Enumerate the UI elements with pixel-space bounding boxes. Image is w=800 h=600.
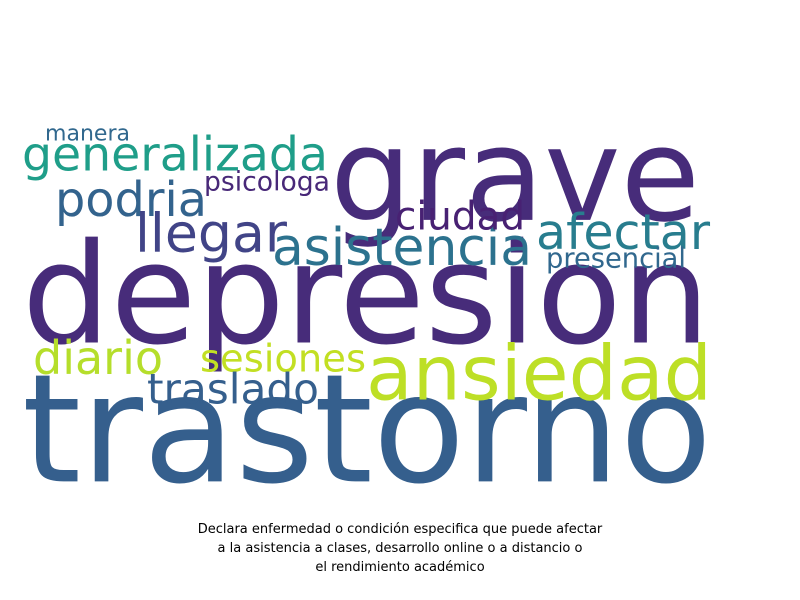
word-trastorno: trastorno xyxy=(22,342,712,518)
word-ciudad: ciudad xyxy=(395,192,525,240)
word-presencial: presencial xyxy=(546,241,686,275)
caption-line: Declara enfermedad o condición especific… xyxy=(197,522,603,537)
word-diario: diario xyxy=(33,332,163,387)
caption-line: a la asistencia a clases, desarrollo onl… xyxy=(217,541,583,556)
word-generalizada: generalizada xyxy=(22,127,328,183)
word-llegar: llegar xyxy=(135,201,287,265)
word-grave: grave xyxy=(330,99,700,251)
word-manera: manera xyxy=(45,119,130,147)
figure-caption: Declara enfermedad o condición especific… xyxy=(0,520,800,577)
caption-line: el rendimiento académico xyxy=(315,560,485,575)
word-depresion: depresion xyxy=(22,213,710,377)
word-traslado: traslado xyxy=(147,363,319,415)
word-ansiedad: ansiedad xyxy=(366,329,712,419)
word-podria: podria xyxy=(55,173,207,228)
word-sesiones: sesiones xyxy=(200,336,366,382)
word-psicologa: psicologa xyxy=(204,167,330,198)
word-asistencia: asistencia xyxy=(272,218,532,278)
word-afectar: afectar xyxy=(536,203,710,261)
